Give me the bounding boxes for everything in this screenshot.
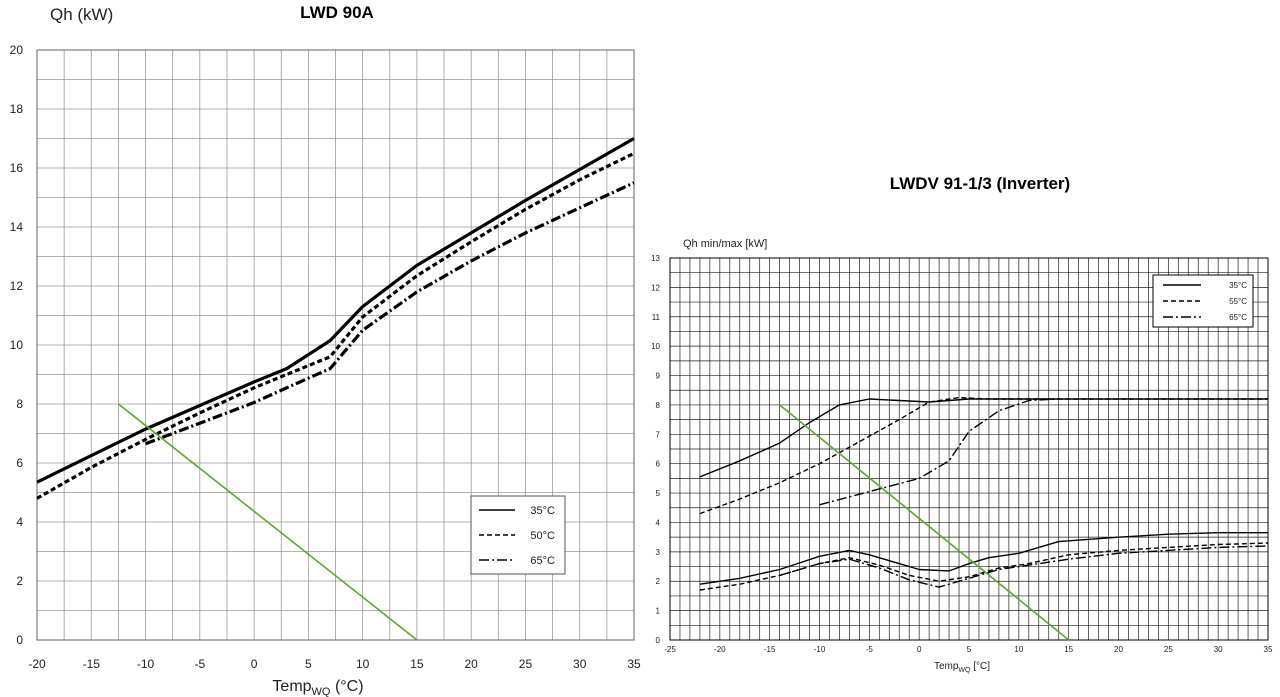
y-axis-label: Qh (kW) xyxy=(50,5,113,24)
x-tick-label: -20 xyxy=(714,645,726,654)
x-tick-label: -10 xyxy=(814,645,826,654)
series-line-max-solid xyxy=(699,398,1268,478)
x-tick-label: 30 xyxy=(573,657,587,671)
x-axis-label-main: Temp xyxy=(934,661,959,672)
plot-frame xyxy=(669,257,1269,641)
y-tick-label: 2 xyxy=(656,577,661,586)
legend-label: 35°C xyxy=(1229,281,1247,290)
chart-lwd90a: -20 -15 -10 -5 0 5 10 15 20 25 30 35 0 2 4 6 8 10 12 14 16 18… xyxy=(10,3,641,697)
x-tick-label: 25 xyxy=(519,657,533,671)
x-tick-label: 35 xyxy=(627,657,641,671)
y-tick-label: 4 xyxy=(656,518,661,527)
x-axis-label-unit: (°C) xyxy=(331,678,364,695)
x-tick-label: 35 xyxy=(1264,645,1273,654)
y-tick-label: 0 xyxy=(656,636,661,645)
x-axis-label: TempWQ (°C) xyxy=(272,678,363,697)
operating-line xyxy=(779,404,1070,641)
operating-line xyxy=(117,403,418,641)
x-axis-label-main: Temp xyxy=(272,678,311,695)
y-tick-label: 10 xyxy=(651,342,660,351)
series-line-min-solid xyxy=(699,532,1268,585)
x-tick-label: 30 xyxy=(1214,645,1223,654)
y-tick-label: 10 xyxy=(10,338,24,352)
x-tick-label: -15 xyxy=(764,645,776,654)
legend-label: 65°C xyxy=(530,555,555,567)
series-line-min-dashdot xyxy=(779,545,1269,588)
y-tick-label: 3 xyxy=(656,548,661,557)
x-tick-label: 0 xyxy=(917,645,922,654)
x-tick-label: 20 xyxy=(465,657,479,671)
y-tick-label: 8 xyxy=(656,401,661,410)
y-tick-label: 13 xyxy=(651,254,660,263)
legend-box xyxy=(470,495,566,575)
y-tick-label: 20 xyxy=(10,43,24,57)
y-tick-label: 11 xyxy=(652,313,661,322)
series-line-max-dashed xyxy=(699,396,1268,515)
y-tick-label: 12 xyxy=(10,279,24,293)
y-tick-label: 6 xyxy=(16,456,23,470)
y-tick-label: 4 xyxy=(16,515,23,529)
x-tick-label: 25 xyxy=(1164,645,1173,654)
x-tick-label: -5 xyxy=(194,657,205,671)
series-line-dashdot xyxy=(144,181,635,446)
y-tick-label: 8 xyxy=(16,397,23,411)
legend-label: 50°C xyxy=(530,530,555,542)
x-tick-label: 10 xyxy=(1014,645,1023,654)
y-tick-label: 2 xyxy=(16,574,23,588)
series-line-max-dashdot xyxy=(819,398,1059,506)
x-axis-label: TempWQ [°C] xyxy=(934,661,990,674)
x-axis-label-subscript: WQ xyxy=(312,686,331,697)
plot-frame xyxy=(36,49,635,641)
x-tick-label: -25 xyxy=(664,645,676,654)
x-tick-label: -20 xyxy=(28,657,46,671)
series-line-dashed xyxy=(36,151,635,500)
series-line-solid xyxy=(36,137,635,484)
chart-title: LWDV 91-1/3 (Inverter) xyxy=(890,174,1070,193)
x-tick-label: -15 xyxy=(83,657,101,671)
y-tick-label: 5 xyxy=(656,489,661,498)
x-tick-label: 20 xyxy=(1114,645,1123,654)
chart-lwdv91: -25 -20 -15 -10 -5 0 5 10 15 20 25 30 35012345678910… xyxy=(651,174,1273,674)
x-tick-label: 0 xyxy=(251,657,258,671)
y-tick-label: 9 xyxy=(656,372,661,381)
legend-label: 65°C xyxy=(1229,313,1247,322)
x-tick-label: -10 xyxy=(137,657,155,671)
x-tick-label: 15 xyxy=(1064,645,1073,654)
legend-label: 35°C xyxy=(530,505,555,517)
x-tick-label: 5 xyxy=(305,657,312,671)
y-tick-label: 6 xyxy=(656,460,661,469)
x-tick-label: 15 xyxy=(410,657,424,671)
y-tick-label: 7 xyxy=(656,430,661,439)
legend-box xyxy=(1152,274,1254,328)
legend-label: 55°C xyxy=(1229,297,1247,306)
y-tick-label: 0 xyxy=(16,633,23,647)
x-axis-label-subscript: WQ xyxy=(958,667,971,674)
x-tick-label: -5 xyxy=(866,645,874,654)
chart-title: LWD 90A xyxy=(300,3,374,22)
y-tick-label: 12 xyxy=(651,283,660,292)
x-tick-label: 5 xyxy=(967,645,972,654)
y-tick-label: 18 xyxy=(10,102,24,116)
x-tick-label: 10 xyxy=(356,657,370,671)
y-tick-label: 14 xyxy=(10,220,24,234)
x-axis-label-unit: [°C] xyxy=(970,661,990,672)
y-tick-label: 1 xyxy=(656,607,661,616)
y-tick-label: 16 xyxy=(10,161,24,175)
y-axis-label: Qh min/max [kW] xyxy=(683,238,767,250)
